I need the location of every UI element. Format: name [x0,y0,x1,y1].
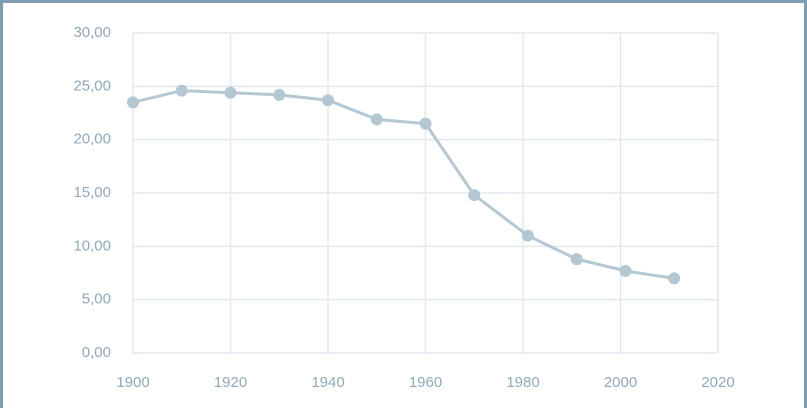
x-tick-label: 1960 [409,374,442,391]
data-point [570,253,583,266]
data-point [419,117,432,130]
x-tick-label: 2000 [604,374,637,391]
y-tick-label: 30,00 [73,24,111,41]
x-tick-label: 2020 [701,374,734,391]
y-tick-label: 25,00 [73,77,111,94]
data-point [224,86,237,99]
data-line [132,89,675,280]
data-point [370,113,383,126]
x-tick-label: 1900 [116,374,149,391]
data-point [668,272,681,285]
x-tick-label: 1920 [214,374,247,391]
y-tick-label: 15,00 [73,184,111,201]
data-point [322,94,334,107]
data-point [468,189,481,202]
data-point [175,84,188,97]
data-point [619,264,632,277]
y-tick-label: 10,00 [73,237,111,254]
x-tick-label: 1980 [506,374,539,391]
data-point [273,88,286,101]
x-tick-label: 1940 [311,374,344,391]
y-tick-label: 5,00 [82,291,111,308]
y-tick-label: 20,00 [73,131,111,148]
y-tick-label: 0,00 [82,344,111,361]
data-point [127,96,139,109]
data-point [521,229,534,242]
